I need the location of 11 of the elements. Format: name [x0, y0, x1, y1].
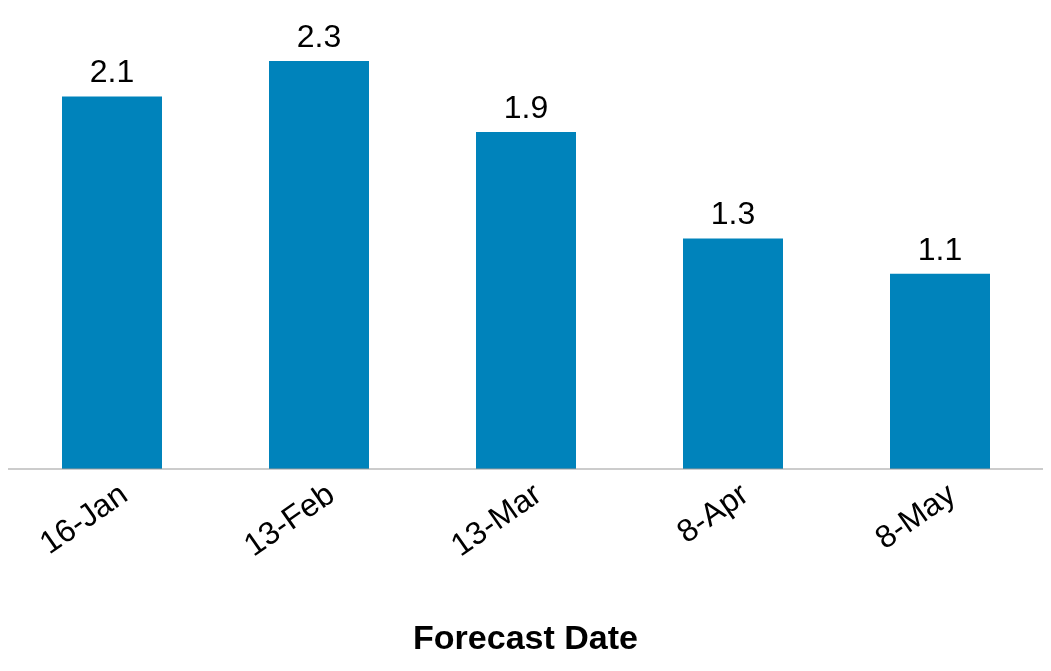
x-axis-title: Forecast Date: [413, 618, 638, 656]
data-label: 1.1: [917, 230, 963, 267]
data-label: 2.3: [296, 18, 342, 54]
data-label: 1.9: [503, 88, 549, 125]
data-label: 2.1: [89, 53, 135, 90]
bar: [476, 131, 576, 469]
data-label: 1.3: [710, 195, 756, 232]
bar: [683, 238, 783, 469]
bar: [62, 96, 162, 469]
bar: [269, 61, 369, 469]
bar: [890, 273, 990, 469]
